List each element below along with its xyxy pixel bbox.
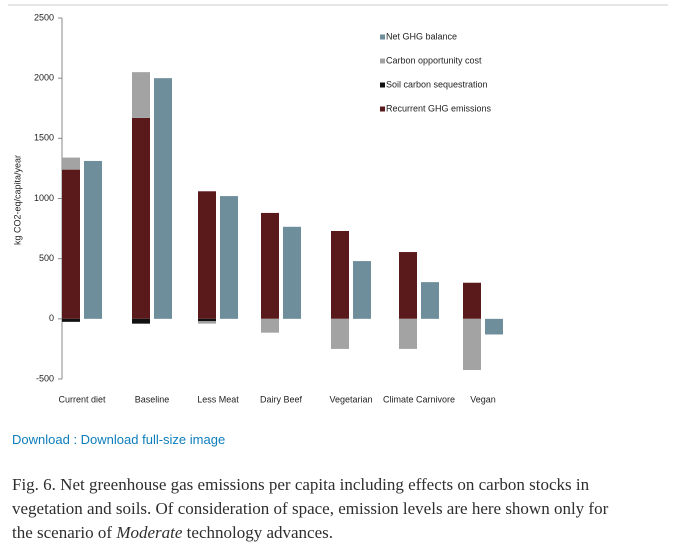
y-tick-label: 500 [39,253,54,263]
caption-line: the scenario of Moderate technology adva… [12,521,608,545]
bar-segment [463,282,481,319]
caption-text: the scenario of [12,523,113,542]
net-bar [353,261,371,319]
x-tick-label: Vegan [470,394,496,404]
x-tick-label: Baseline [135,394,170,404]
caption: Fig. 6. Net greenhouse gas emissions per… [12,473,608,545]
bar-segment [198,321,216,324]
net-bar [154,78,172,319]
bar-segment [261,318,279,333]
bar-segment [331,318,349,349]
bar-segment [132,117,150,319]
y-tick-label: 2500 [34,12,54,22]
bar-segment [261,212,279,319]
x-tick-label: Vegetarian [329,394,372,404]
download-link[interactable]: Download full-size image [80,432,226,447]
y-tick-label: 2000 [34,73,54,83]
caption-line: vegetation and soils. Of consideration o… [12,499,609,518]
net-bar [283,226,301,319]
download-prefix: Download [12,432,70,447]
bar-segment [62,318,80,322]
bar-segment [132,318,150,324]
bar-segment [198,318,216,322]
legend-swatch [380,58,385,64]
bar-segment [132,72,150,118]
y-tick-label: 0 [49,313,54,323]
bar-segment [399,252,417,319]
legend-label: Soil carbon sequestration [386,79,488,89]
caption-emphasis: Moderate [116,523,183,542]
legend-swatch [380,34,385,40]
net-bar [421,282,439,319]
x-tick-label: Dairy Beef [260,394,303,404]
legend-swatch [380,82,385,88]
net-bar [84,160,102,319]
download: Download : Download full-size image [12,432,226,447]
caption-text: technology advances. [186,523,334,542]
y-tick-label: -500 [36,373,54,383]
bar-segment [331,230,349,319]
caption-line: Fig. 6. Net greenhouse gas emissions per… [12,475,590,494]
x-tick-label: Current diet [58,394,106,404]
bar-segment [463,318,481,370]
bar-segment [62,169,80,319]
chart: kg CO2-eq/capita/year -500 0 500 1000 1500 20… [8,4,668,404]
net-bar [485,318,503,335]
y-axis-label: kg CO2-eq/capita/year [12,155,22,245]
y-tick-label: 1500 [34,133,54,143]
legend-label: Carbon opportunity cost [386,55,482,65]
bar-segment [62,157,80,170]
net-bar [220,196,238,319]
bar-segment [198,191,216,319]
legend-label: Recurrent GHG emissions [386,103,492,113]
x-tick-label: Less Meat [197,394,239,404]
y-tick-label: 1000 [34,193,54,203]
x-tick-label: Climate Carnivore [383,394,455,404]
legend-label: Net GHG balance [386,31,457,41]
legend-swatch [380,106,385,112]
bar-segment [399,318,417,349]
